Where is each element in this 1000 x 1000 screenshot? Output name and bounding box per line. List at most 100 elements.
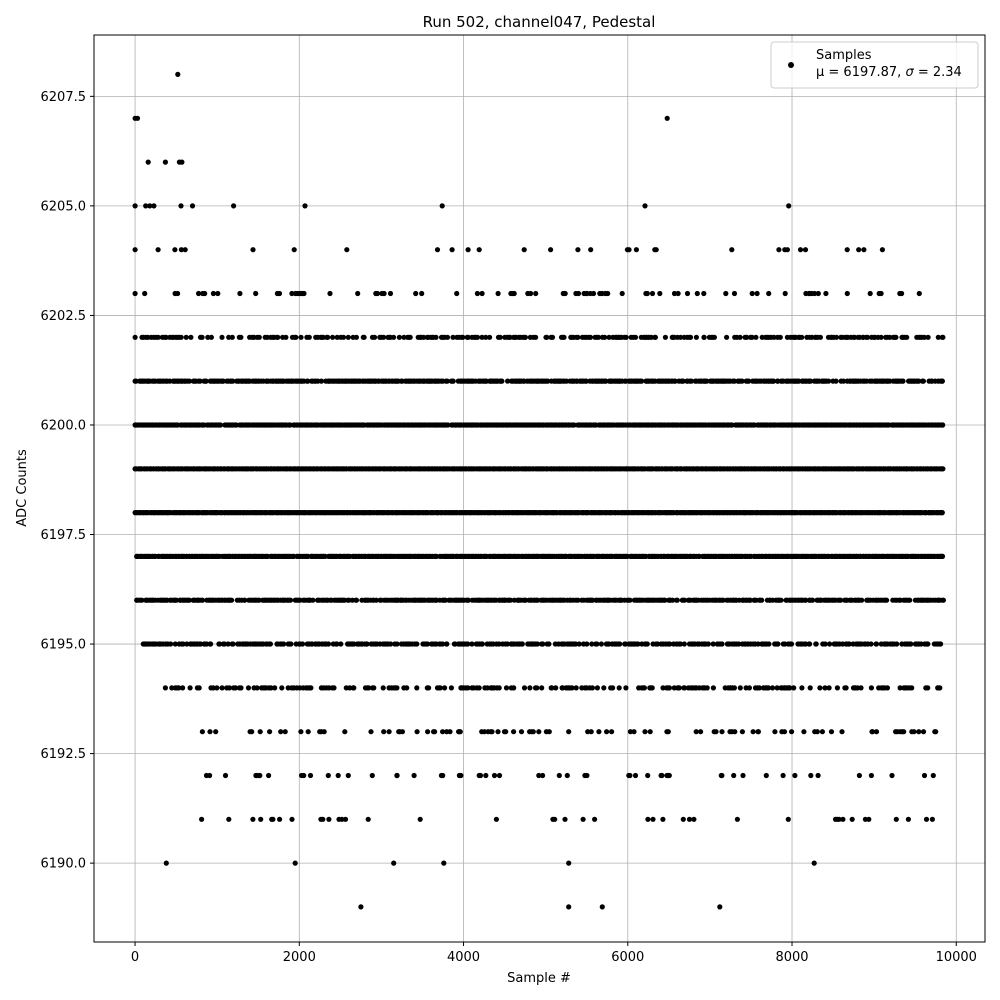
data-point: [576, 641, 582, 647]
data-point: [134, 115, 141, 121]
data-point: [925, 334, 931, 340]
y-tick-label: 6197.5: [41, 528, 87, 543]
data-point: [575, 597, 581, 603]
data-point: [677, 641, 684, 647]
data-point: [245, 685, 252, 691]
data-point: [178, 247, 184, 253]
data-point: [594, 685, 601, 691]
data-point: [713, 729, 719, 735]
data-point: [226, 334, 232, 340]
data-point: [849, 816, 855, 822]
data-point: [635, 641, 641, 647]
data-point: [307, 772, 314, 779]
data-point: [652, 334, 659, 340]
data-point: [162, 159, 168, 165]
data-point: [132, 509, 138, 516]
data-point: [465, 334, 471, 340]
y-tick-label: 6205.0: [41, 199, 87, 214]
data-point: [293, 334, 299, 340]
data-point: [799, 685, 805, 691]
data-point: [575, 247, 581, 253]
data-point: [180, 641, 186, 647]
data-point: [724, 334, 730, 340]
data-point: [308, 685, 314, 691]
data-point: [781, 729, 788, 735]
data-point: [788, 641, 795, 647]
data-point: [249, 729, 255, 735]
data-point: [588, 729, 594, 735]
data-point: [680, 816, 686, 822]
plot-area-frame: [93, 34, 986, 943]
data-point: [183, 334, 189, 340]
data-point: [807, 641, 813, 647]
data-point: [380, 685, 386, 691]
data-point: [930, 772, 936, 779]
data-point: [340, 334, 347, 340]
data-point: [907, 597, 913, 603]
y-axis-title: ADC Counts: [15, 449, 30, 527]
data-point: [731, 685, 738, 691]
data-point: [365, 816, 371, 822]
data-point: [320, 816, 326, 822]
data-point: [834, 685, 841, 691]
data-point: [437, 685, 443, 691]
data-point: [836, 816, 842, 822]
data-point: [549, 334, 556, 340]
data-point: [776, 247, 782, 253]
data-point: [449, 247, 455, 253]
data-point: [442, 685, 448, 691]
data-point: [650, 816, 656, 822]
data-point: [817, 334, 824, 340]
data-point: [371, 685, 377, 691]
data-point: [250, 816, 256, 822]
data-point: [335, 772, 341, 779]
data-point: [172, 641, 178, 647]
data-point: [916, 729, 922, 735]
data-point: [253, 290, 259, 297]
data-point: [905, 816, 912, 822]
data-point: [196, 685, 202, 691]
data-point: [826, 378, 832, 384]
data-point: [664, 115, 670, 121]
data-point: [519, 641, 525, 647]
data-point: [238, 685, 244, 691]
data-point: [649, 290, 656, 297]
data-point: [879, 247, 886, 253]
data-point: [717, 904, 723, 910]
data-point: [584, 641, 590, 647]
legend-stats-prefix: μ = 6197.87,: [816, 65, 905, 80]
data-point: [589, 685, 596, 691]
data-point: [575, 334, 581, 340]
data-point: [479, 334, 485, 340]
data-point: [566, 729, 572, 735]
data-point: [444, 334, 451, 340]
data-point: [254, 685, 260, 691]
data-point: [571, 422, 577, 428]
data-point: [454, 290, 460, 297]
data-point: [868, 641, 874, 647]
data-point: [901, 729, 907, 735]
data-point: [878, 334, 884, 340]
data-point: [205, 334, 211, 340]
data-point: [450, 334, 456, 340]
data-point: [610, 685, 616, 691]
data-point: [533, 290, 539, 297]
data-point: [305, 378, 311, 384]
data-point: [388, 641, 394, 647]
data-point: [665, 729, 671, 735]
data-point: [545, 378, 551, 384]
data-point: [132, 247, 138, 253]
data-point: [277, 816, 283, 822]
data-point: [755, 641, 761, 647]
data-point: [734, 816, 741, 822]
data-point: [504, 641, 510, 647]
data-point: [250, 247, 256, 253]
data-point: [381, 290, 387, 297]
data-point: [844, 247, 850, 253]
data-point: [499, 378, 505, 384]
data-point: [759, 597, 765, 603]
data-point: [440, 729, 446, 735]
data-point: [604, 729, 610, 735]
data-point: [686, 816, 693, 822]
data-point: [814, 729, 820, 735]
